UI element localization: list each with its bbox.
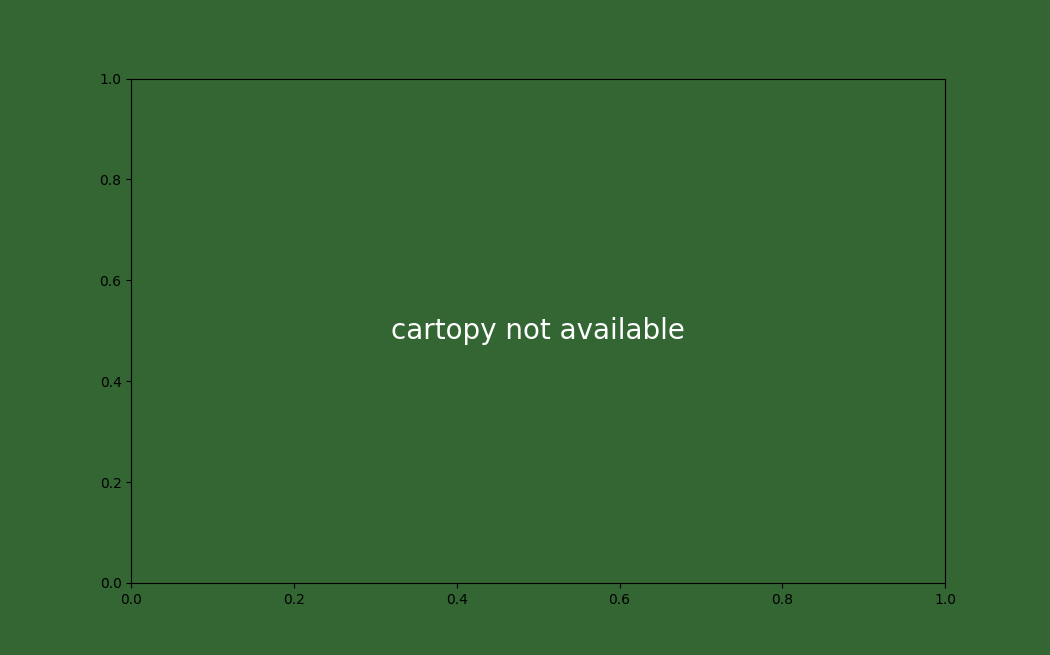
Text: cartopy not available: cartopy not available bbox=[392, 317, 685, 345]
